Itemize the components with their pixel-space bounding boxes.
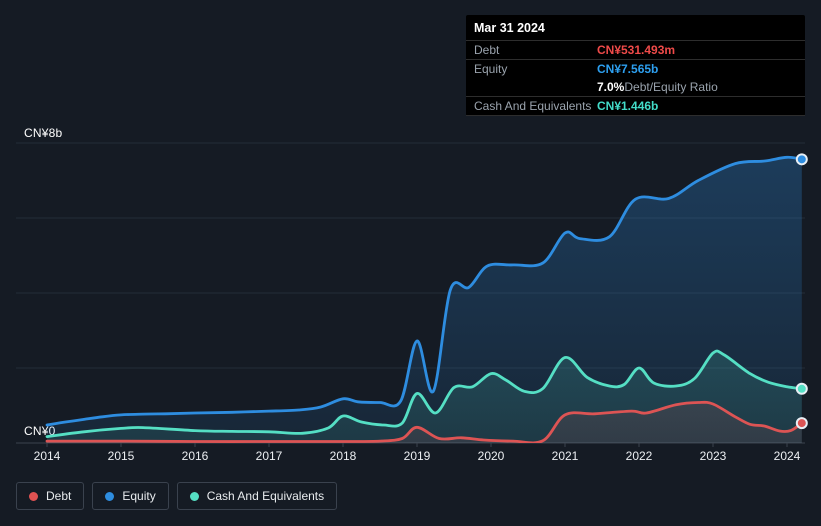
endpoint-marker-cash-and-equivalents[interactable] — [797, 384, 807, 394]
tooltip-row-value: CN¥1.446b — [597, 99, 658, 113]
x-tick-label-2014: 2014 — [34, 449, 61, 463]
x-tick-label-2020: 2020 — [478, 449, 505, 463]
tooltip-row-value: 7.0% — [597, 80, 624, 94]
x-axis: 2014 2015 2016 2017 2018 2019 2020 2021 2022 2023… — [0, 449, 821, 465]
endpoint-marker-debt[interactable] — [797, 418, 807, 428]
legend-dot-icon — [105, 492, 114, 501]
legend-item-debt[interactable]: Debt — [16, 482, 84, 510]
chart-tooltip: Mar 31 2024 DebtCN¥531.493mEquityCN¥7.56… — [466, 15, 805, 116]
x-tick-label-2017: 2017 — [256, 449, 283, 463]
tooltip-row-label: Debt — [474, 43, 597, 57]
chart-page: CN¥8b CN¥0 20142015201620172018201920202… — [0, 0, 821, 526]
tooltip-date: Mar 31 2024 — [466, 15, 805, 40]
legend-item-cash-and-equivalents[interactable]: Cash And Equivalents — [177, 482, 337, 510]
x-tick-label-2022: 2022 — [626, 449, 653, 463]
x-tick-label-2021: 2021 — [552, 449, 579, 463]
x-tick-label-2024: 2024 — [774, 449, 801, 463]
tooltip-row: Cash And EquivalentsCN¥1.446b — [466, 96, 805, 115]
legend-item-equity[interactable]: Equity — [92, 482, 168, 510]
endpoint-marker-equity[interactable] — [797, 154, 807, 164]
tooltip-row: DebtCN¥531.493m — [466, 40, 805, 59]
tooltip-row-label: Cash And Equivalents — [474, 99, 597, 113]
x-tick-label-2015: 2015 — [108, 449, 135, 463]
tooltip-row: EquityCN¥7.565b — [466, 59, 805, 78]
x-tick-label-2016: 2016 — [182, 449, 209, 463]
x-tick-label-2019: 2019 — [404, 449, 431, 463]
legend-label: Equity — [122, 489, 155, 503]
x-tick-label-2018: 2018 — [330, 449, 357, 463]
tooltip-row-value: CN¥7.565b — [597, 62, 658, 76]
tooltip-row: 7.0% Debt/Equity Ratio — [466, 78, 805, 96]
legend-dot-icon — [190, 492, 199, 501]
tooltip-row-label: Equity — [474, 62, 597, 76]
x-tick-label-2023: 2023 — [700, 449, 727, 463]
legend-dot-icon — [29, 492, 38, 501]
tooltip-rows: DebtCN¥531.493mEquityCN¥7.565b7.0% Debt/… — [466, 40, 805, 116]
tooltip-row-suffix: Debt/Equity Ratio — [624, 80, 717, 94]
legend-label: Cash And Equivalents — [207, 489, 324, 503]
tooltip-row-value: CN¥531.493m — [597, 43, 675, 57]
legend: Debt Equity Cash And Equivalents — [16, 482, 337, 510]
legend-label: Debt — [46, 489, 71, 503]
